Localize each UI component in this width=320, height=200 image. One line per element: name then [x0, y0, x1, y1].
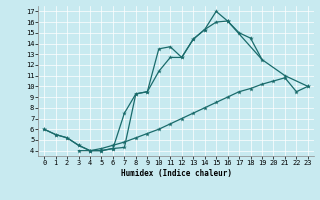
X-axis label: Humidex (Indice chaleur): Humidex (Indice chaleur) — [121, 169, 231, 178]
